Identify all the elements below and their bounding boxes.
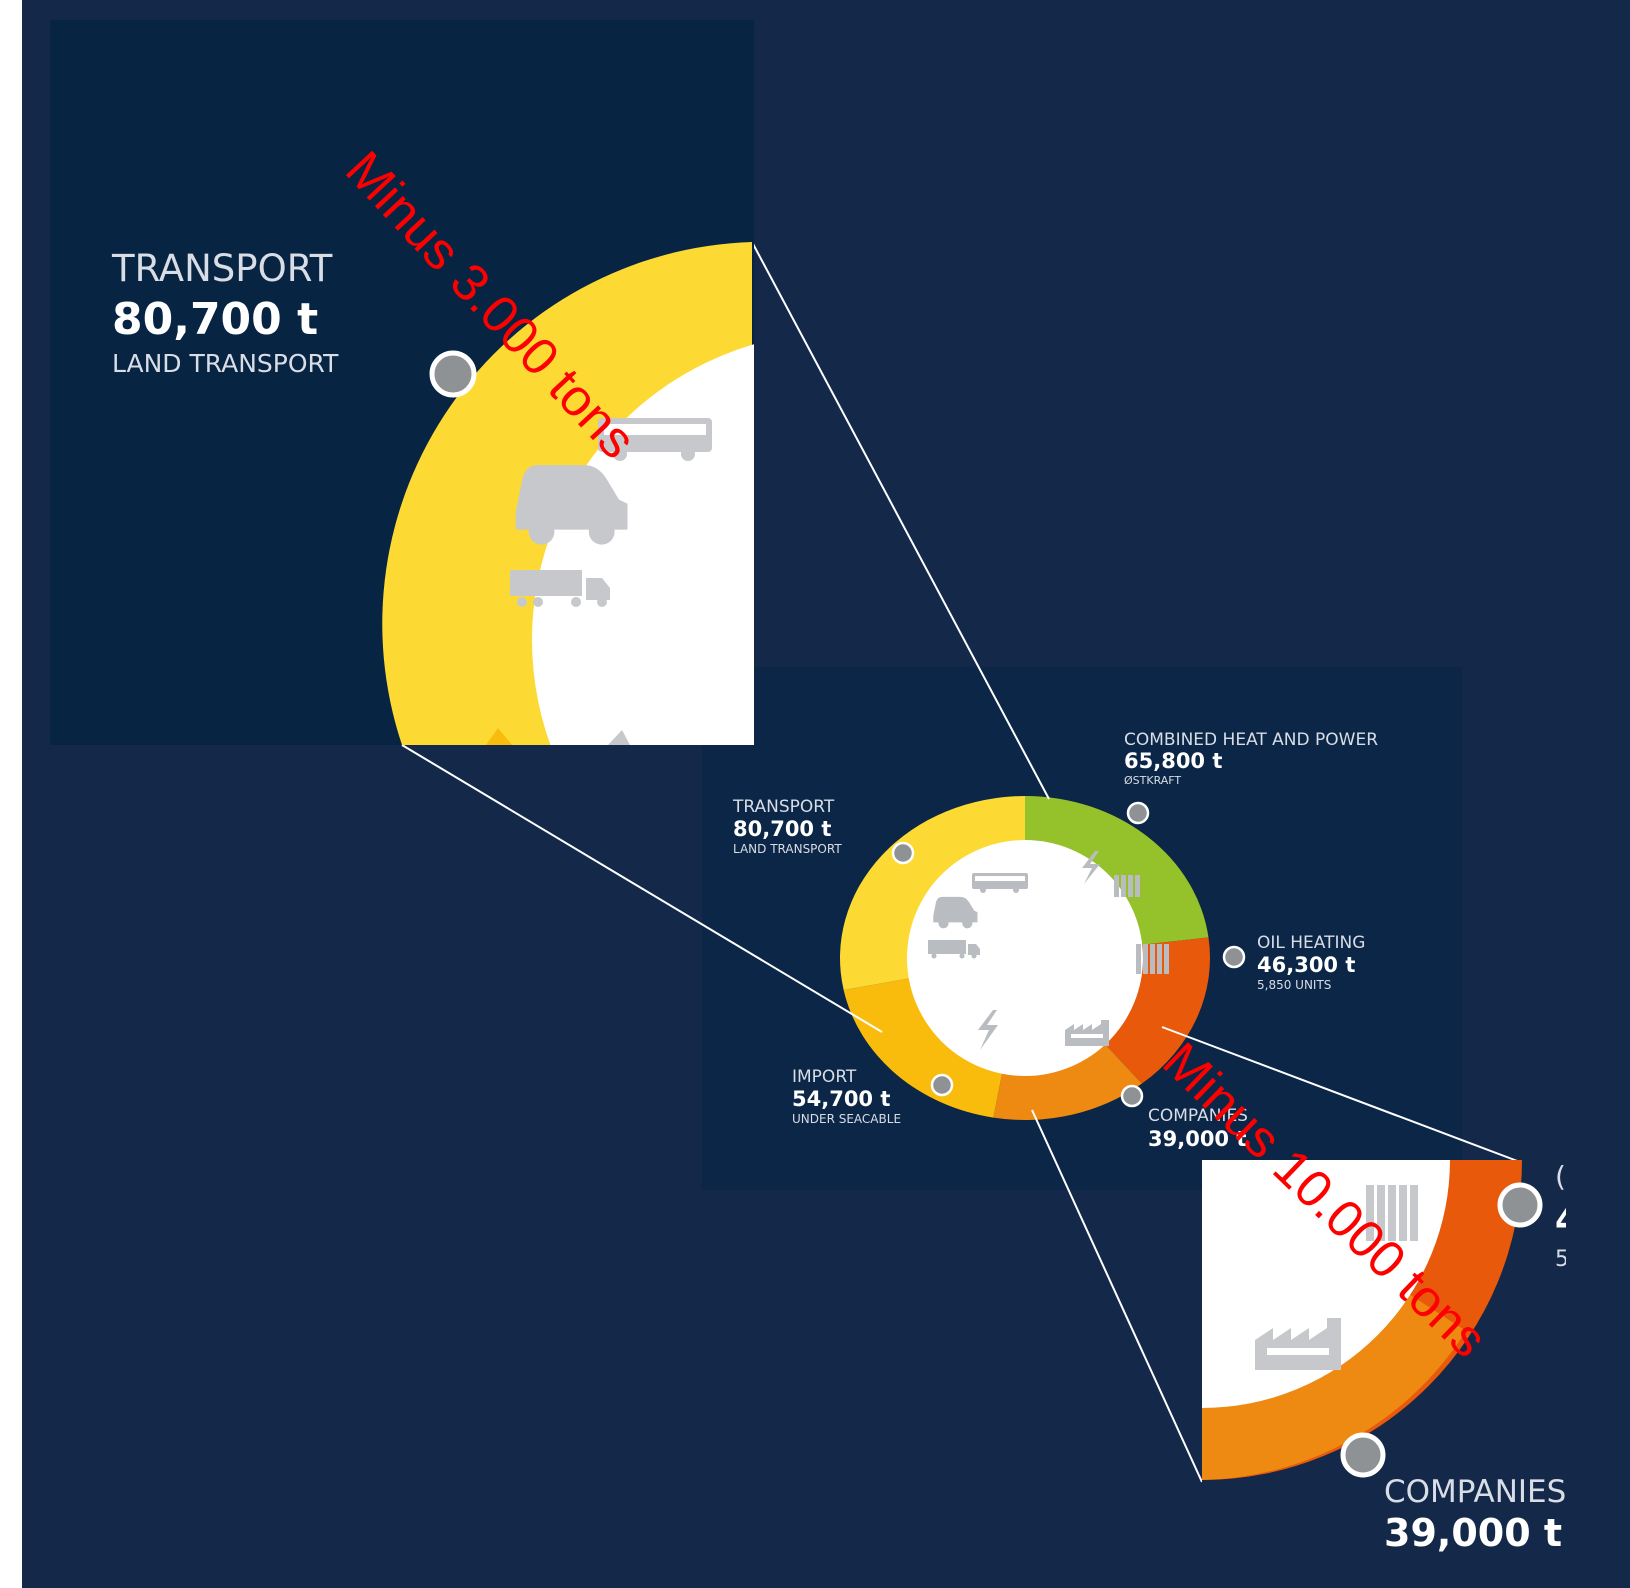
label-companies: COMPANIES 39,000 t xyxy=(1148,1106,1248,1151)
zoom-transport-label: TRANSPORT xyxy=(111,247,333,290)
segment-value: 80,700 t xyxy=(733,817,831,841)
zoom-transport-import-sliver xyxy=(486,728,512,745)
marker-dot xyxy=(891,841,915,865)
segment-label: TRANSPORT xyxy=(732,797,835,817)
segment-value: 54,700 t xyxy=(792,1087,890,1111)
radiator-icon xyxy=(1114,875,1140,897)
zoom-companies-dot xyxy=(1340,1432,1386,1478)
connector-line xyxy=(751,241,1050,800)
factory-icon xyxy=(1065,1020,1109,1046)
label-transport: TRANSPORT 80,700 t LAND TRANSPORT xyxy=(732,797,842,856)
lightning-icon xyxy=(1082,851,1100,884)
segment-sublabel: UNDER SEACABLE xyxy=(792,1112,901,1126)
zoom-companies-value: 39,000 t xyxy=(1384,1511,1562,1555)
label-oil-heating: OIL HEATING 46,300 t 5,850 UNITS xyxy=(1257,933,1365,992)
marker-dot xyxy=(930,1073,954,1097)
zoom-companies-label: COMPANIES xyxy=(1384,1474,1566,1510)
lightning-icon xyxy=(608,730,630,745)
zoom-oil-label-partial: ( xyxy=(1555,1160,1566,1193)
zoom-oil-dot xyxy=(1497,1182,1543,1228)
lightning-icon xyxy=(978,1010,998,1050)
segment-label: COMBINED HEAT AND POWER xyxy=(1124,730,1378,750)
segment-value: 46,300 t xyxy=(1257,953,1355,977)
zoom-companies: ( 4 5 COMPANIES 39,000 t xyxy=(1202,1160,1579,1580)
marker-dot xyxy=(1126,801,1150,825)
segment-label: IMPORT xyxy=(792,1067,857,1087)
left-white-strip xyxy=(0,0,22,1588)
zoom-transport-value: 80,700 t xyxy=(112,294,318,345)
bus-icon xyxy=(598,418,712,461)
segment-label: COMPANIES xyxy=(1148,1106,1248,1126)
segment-value: 39,000 t xyxy=(1148,1127,1246,1151)
zoom-transport-sublabel: LAND TRANSPORT xyxy=(112,349,339,378)
segment-label: OIL HEATING xyxy=(1257,933,1365,953)
zoom-oil-sub-partial: 5 xyxy=(1555,1247,1569,1272)
radiator-icon xyxy=(1136,944,1169,974)
truck-icon xyxy=(510,570,610,607)
bus-icon xyxy=(972,873,1028,893)
factory-icon xyxy=(1255,1318,1341,1370)
marker-dot xyxy=(1222,945,1246,969)
main-donut-icons xyxy=(928,851,1169,1050)
connector-line xyxy=(1161,1026,1521,1163)
main-panel: COMBINED HEAT AND POWER 65,800 t ØSTKRAF… xyxy=(702,667,1462,1190)
main-donut-markers xyxy=(891,801,1246,1108)
truck-icon xyxy=(928,940,980,959)
segment-value: 65,800 t xyxy=(1124,749,1222,773)
label-import: IMPORT 54,700 t UNDER SEACABLE xyxy=(792,1067,901,1126)
label-combined-heat: COMBINED HEAT AND POWER 65,800 t ØSTKRAF… xyxy=(1124,730,1378,787)
marker-dot xyxy=(1120,1084,1144,1108)
connector-line xyxy=(1031,1109,1203,1483)
segment-sublabel: ØSTKRAFT xyxy=(1124,774,1181,787)
segment-sublabel: LAND TRANSPORT xyxy=(733,842,842,856)
radiator-icon xyxy=(1366,1185,1418,1241)
zoom-oil-value-partial: 4 xyxy=(1555,1201,1579,1241)
zoom-transport-dot xyxy=(429,350,477,398)
zoom-connectors xyxy=(401,241,1521,1483)
segment-sublabel: 5,850 UNITS xyxy=(1257,978,1331,992)
connector-line xyxy=(401,744,883,1033)
zoom-transport: TRANSPORT 80,700 t LAND TRANSPORT xyxy=(50,20,754,745)
